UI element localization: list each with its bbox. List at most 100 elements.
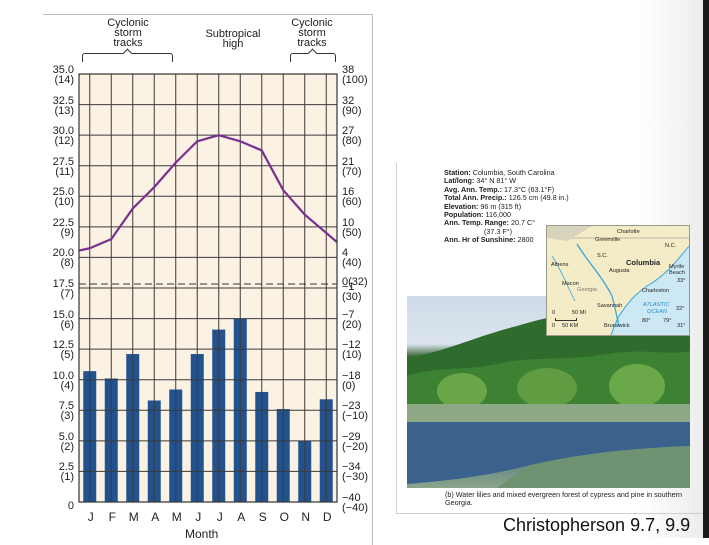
right-axis-tick: 32 (90)	[342, 94, 362, 117]
right-axis-tick: −40 (−40)	[342, 493, 368, 514]
tick-fahrenheit: (50)	[342, 226, 362, 239]
map-label-scale-zero-km: 0	[552, 323, 556, 329]
left-axis-tick: 15.0 (6)	[34, 308, 74, 330]
station-key: Station:	[444, 168, 471, 177]
tick-celsius: −18	[342, 369, 361, 382]
tick-in: (12)	[54, 135, 74, 148]
right-axis-tick: 4 (40)	[342, 248, 362, 269]
x-axis-label: Month	[185, 527, 219, 541]
tick-fahrenheit: (70)	[342, 165, 362, 178]
precip-value: 126.5 cm (49.8 in.)	[506, 193, 569, 203]
zone-label-line: tracks	[113, 37, 143, 49]
map-label-beach: Beach	[669, 270, 685, 276]
right-axis-tick: 0(32)	[342, 276, 368, 287]
right-axis-tick: 16 (60)	[342, 187, 362, 209]
zone-label-line: high	[222, 38, 244, 50]
month-tick: O	[279, 510, 289, 524]
month-tick: N	[301, 510, 311, 524]
month-tick: J	[216, 510, 223, 524]
tick-fahrenheit: (10)	[342, 349, 362, 362]
left-axis-tick: 0	[34, 501, 74, 512]
map-label-lat33: 33°	[677, 278, 686, 284]
tick-fahrenheit: (−40)	[342, 502, 368, 514]
tick-fahrenheit: (−30)	[342, 471, 368, 484]
tick-fahrenheit: (100)	[342, 74, 368, 86]
precip-key: Total Ann. Precip.:	[444, 193, 507, 203]
station-row: Station: Columbia, South Carolina	[444, 168, 569, 177]
left-axis-tick: 10.0 (4)	[34, 369, 74, 391]
tick-fahrenheit: (20)	[342, 318, 362, 331]
tick-fahrenheit: (90)	[342, 104, 362, 117]
tick-cm: 20.0	[52, 247, 74, 260]
latlong-key: Lat/long:	[444, 176, 475, 186]
month-tick: A	[237, 510, 246, 524]
tick-celsius: 38	[342, 64, 355, 76]
tick-in: (13)	[54, 104, 74, 117]
tick-fahrenheit: (60)	[342, 196, 362, 209]
tick-celsius: 10	[342, 216, 355, 229]
tick-celsius: 32	[342, 94, 355, 107]
map-shapes	[547, 226, 689, 335]
left-axis-tick: 25.0 (10)	[34, 186, 74, 209]
left-axis-tick: 30.0 (12)	[34, 126, 74, 148]
station-value: Columbia, South Carolina	[470, 168, 555, 177]
map-label-scale-zero-mi: 0	[552, 310, 556, 316]
tick-celsius: 27	[342, 125, 355, 138]
tick-celsius: −7	[342, 308, 355, 321]
temp-range-row: Ann. Temp. Range: 20.7 C°	[444, 219, 569, 227]
latlong-value: 34° N 81° W	[474, 176, 517, 186]
map-label-nc: N.C.	[665, 243, 677, 249]
map-scale-bar	[555, 318, 577, 321]
tick-cm: 7.5	[58, 400, 74, 413]
map-label-ocean: OCEAN	[647, 309, 667, 315]
station-figure-frame	[396, 163, 703, 514]
tick-celsius: −23	[342, 400, 361, 413]
map-label-greenville: Greenville	[595, 237, 621, 243]
tick-cm: 10.0	[52, 369, 74, 382]
left-axis-tick: 32.5 (13)	[34, 94, 74, 117]
elevation-value: 96 m (315 ft)	[478, 201, 522, 211]
tick-in: (2)	[60, 440, 74, 453]
right-axis-tick: −12 (10)	[342, 340, 362, 362]
latlong-row: Lat/long: 34° N 81° W	[444, 177, 569, 185]
zone-label-line: storm	[114, 27, 142, 39]
tick-cm: 25.0	[52, 186, 74, 199]
right-axis-tick: −7 (20)	[342, 308, 362, 331]
month-tick: S	[258, 510, 267, 524]
tick-cm: 32.5	[52, 94, 74, 107]
tick-cm: 5.0	[58, 430, 74, 443]
right-axis-tick: −34 (−30)	[342, 462, 368, 484]
map-label-macon: Macon	[562, 281, 579, 287]
zone-label-line: Subtropical	[205, 28, 261, 40]
map-label-georgia: Georgia	[577, 287, 597, 293]
tick-cm: 15.0	[52, 308, 74, 321]
map-label-savannah: Savannah	[597, 303, 623, 309]
right-axis-tick: 38 (100)	[342, 64, 368, 86]
tick-celsius: 21	[342, 155, 355, 168]
tick-in: (10)	[54, 196, 74, 209]
map-label-charlotte: Charlotte	[617, 229, 640, 235]
map-label-lon80: 80°	[642, 318, 651, 324]
brace-cyclonic-1	[82, 53, 173, 62]
right-axis-tick: −23 (−10)	[342, 400, 368, 422]
month-tick: J	[195, 510, 202, 524]
tick-in: (1)	[60, 471, 74, 484]
avg-temp-row: Avg. Ann. Temp.: 17.3°C (63.1°F)	[444, 184, 569, 194]
tick-in: (3)	[60, 410, 74, 423]
zone-label-line: storm	[298, 27, 326, 39]
climograph-plot	[78, 73, 338, 503]
map-label-brunswick: Brunswick	[604, 323, 630, 329]
right-axis-tick: 21 (70)	[342, 155, 362, 178]
left-axis-tick: 22.5 (9)	[34, 217, 74, 238]
avg-temp-key: Avg. Ann. Temp.:	[444, 184, 503, 194]
zone-label-line: Cyclonic	[107, 17, 149, 29]
tick-cm: 35.0	[52, 64, 74, 76]
tick-fahrenheit: (30)	[342, 291, 362, 303]
left-axis-tick: 7.5 (3)	[34, 400, 74, 423]
right-axis-tick: −29 (−20)	[342, 431, 368, 452]
temperature-line	[78, 134, 338, 252]
zone-label-cyclonic-2: Cyclonic storm tracks	[281, 18, 343, 49]
sunshine-key: Ann. Hr of Sunshine:	[444, 235, 516, 245]
left-axis-tick: 12.5 (5)	[34, 340, 74, 361]
temp-range-key: Ann. Temp. Range:	[444, 218, 509, 228]
